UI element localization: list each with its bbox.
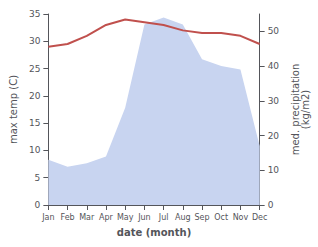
svg-text:max temp (C): max temp (C) <box>8 75 19 144</box>
svg-text:date (month): date (month) <box>117 227 191 238</box>
svg-text:10: 10 <box>268 165 280 175</box>
svg-text:15: 15 <box>29 118 40 128</box>
svg-text:10: 10 <box>29 145 41 155</box>
svg-text:Aug: Aug <box>175 213 191 222</box>
svg-text:Feb: Feb <box>60 213 74 222</box>
svg-text:0: 0 <box>268 200 274 210</box>
svg-text:30: 30 <box>29 36 41 46</box>
svg-text:May: May <box>117 213 134 222</box>
svg-text:Nov: Nov <box>233 213 249 222</box>
svg-text:0: 0 <box>35 200 41 210</box>
svg-text:30: 30 <box>268 96 280 106</box>
svg-text:35: 35 <box>29 9 40 19</box>
svg-text:Mar: Mar <box>79 213 95 222</box>
svg-text:med. precipitation: med. precipitation <box>289 63 301 156</box>
svg-text:Oct: Oct <box>214 213 228 222</box>
svg-text:20: 20 <box>268 131 280 141</box>
svg-text:5: 5 <box>35 173 41 183</box>
svg-text:50: 50 <box>268 26 280 36</box>
svg-text:Apr: Apr <box>99 213 114 222</box>
svg-text:40: 40 <box>268 61 280 71</box>
svg-text:Dec: Dec <box>252 213 267 222</box>
svg-text:Jan: Jan <box>41 213 54 222</box>
svg-text:Sep: Sep <box>194 213 209 222</box>
svg-text:Jul: Jul <box>158 213 169 222</box>
svg-text:25: 25 <box>29 64 40 74</box>
svg-text:20: 20 <box>29 91 41 101</box>
svg-text:(kg/m2): (kg/m2) <box>300 90 311 130</box>
svg-text:Jun: Jun <box>137 213 151 222</box>
